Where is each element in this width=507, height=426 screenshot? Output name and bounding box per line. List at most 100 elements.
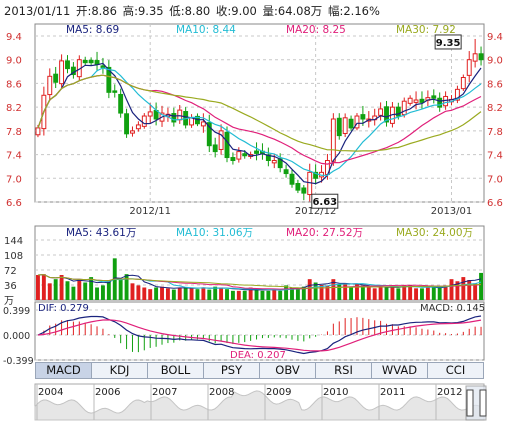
low-annotation-label: 6.63 bbox=[312, 197, 337, 208]
tab-wvad[interactable]: WVAD bbox=[372, 363, 428, 378]
macd-legend: MACD: 0.145 bbox=[420, 303, 485, 314]
volume-bar bbox=[83, 282, 88, 300]
overview-year-label: 2008 bbox=[209, 387, 234, 398]
date-tick-label: 2012/11 bbox=[129, 206, 171, 217]
candle-body bbox=[289, 173, 295, 185]
candle-body bbox=[124, 113, 130, 135]
volume-bar bbox=[260, 290, 265, 300]
candle-body bbox=[472, 53, 478, 62]
candle-body bbox=[230, 157, 236, 162]
tab-obv[interactable]: OBV bbox=[260, 363, 316, 378]
candle-body bbox=[437, 97, 443, 108]
date-tick-label: 2013/01 bbox=[431, 206, 473, 217]
macd-y-tick: -0.399 bbox=[3, 356, 34, 367]
candle-body bbox=[224, 131, 230, 159]
volume-bar bbox=[189, 287, 194, 300]
volume-bar bbox=[225, 289, 229, 300]
indicator-tabs: MACD KDJ BOLL PSY OBV RSI WVAD CCI bbox=[35, 362, 484, 379]
volume-bar bbox=[384, 287, 389, 300]
candle-body bbox=[360, 114, 366, 120]
overview-year-label: 2012 bbox=[437, 387, 462, 398]
ma20-price-legend: MA20: 8.25 bbox=[286, 24, 346, 36]
volume-bar bbox=[290, 287, 294, 300]
ma5-volume-legend: MA5: 43.61万 bbox=[66, 227, 136, 239]
dea-line bbox=[37, 319, 482, 352]
macd-y-tick: 0.000 bbox=[3, 331, 30, 342]
macd-panel-frame bbox=[34, 301, 485, 361]
volume-bar bbox=[171, 289, 176, 300]
candle-body bbox=[407, 97, 413, 104]
volume-bar bbox=[177, 287, 182, 300]
tab-kdj[interactable]: KDJ bbox=[92, 363, 148, 378]
volume-bar bbox=[100, 285, 105, 300]
candle-body bbox=[384, 106, 389, 123]
volume-bar bbox=[396, 288, 401, 300]
volume-bar bbox=[248, 287, 253, 300]
volume-bar bbox=[160, 286, 164, 300]
volume-bar bbox=[165, 288, 170, 300]
price-y-tick-left: 8.6 bbox=[6, 79, 22, 90]
candle-body bbox=[254, 150, 259, 154]
volume-bar bbox=[301, 286, 306, 300]
volume-bar bbox=[402, 285, 407, 300]
price-y-tick-right: 7.8 bbox=[487, 127, 503, 138]
overview-year-label: 2010 bbox=[323, 387, 348, 398]
candle-body bbox=[171, 113, 177, 123]
dif-legend: DIF: 0.279 bbox=[38, 303, 89, 314]
overview-year-label: 2007 bbox=[152, 387, 177, 398]
volume-y-tick: 144 bbox=[4, 236, 23, 247]
volume-bar bbox=[378, 287, 383, 300]
volume-y-tick: 72 bbox=[4, 266, 17, 277]
volume-bar bbox=[236, 290, 241, 300]
volume-bar bbox=[420, 288, 424, 300]
volume-bar bbox=[278, 290, 283, 300]
overview-area bbox=[34, 390, 485, 421]
ma30-price-line bbox=[37, 74, 482, 152]
candle-body bbox=[395, 106, 401, 117]
header-date: 2013/01/11 bbox=[4, 4, 71, 18]
candle-body bbox=[336, 117, 342, 137]
tab-psy[interactable]: PSY bbox=[204, 363, 260, 378]
tab-rsi[interactable]: RSI bbox=[316, 363, 372, 378]
volume-bar bbox=[59, 275, 64, 300]
price-y-tick-right: 8.6 bbox=[487, 79, 503, 90]
volume-bar bbox=[425, 287, 430, 300]
volume-bar bbox=[148, 289, 153, 300]
candle-body bbox=[265, 154, 271, 162]
candle-body bbox=[466, 59, 472, 76]
overview-year-label: 2011 bbox=[380, 387, 405, 398]
candle-body bbox=[206, 122, 212, 147]
candle-body bbox=[218, 130, 224, 150]
candle-body bbox=[141, 115, 147, 127]
ma20-volume-legend: MA20: 27.52万 bbox=[286, 227, 363, 239]
tab-boll[interactable]: BOLL bbox=[148, 363, 204, 378]
volume-bar bbox=[467, 280, 472, 300]
volume-bar bbox=[473, 283, 478, 300]
candle-body bbox=[53, 73, 59, 83]
header-amplitude: 幅:2.16% bbox=[327, 4, 380, 18]
tab-cci[interactable]: CCI bbox=[445, 363, 466, 377]
header-volume: 量:64.08万 bbox=[262, 4, 323, 18]
candle-body bbox=[460, 77, 466, 90]
candle-body bbox=[65, 60, 70, 70]
price-y-tick-left: 6.6 bbox=[6, 198, 22, 209]
volume-bar bbox=[130, 283, 135, 300]
header-low: 低:8.80 bbox=[169, 4, 211, 18]
high-annotation-box bbox=[434, 34, 462, 50]
candle-body bbox=[413, 99, 419, 103]
overview-year-label: 2004 bbox=[38, 387, 63, 398]
tab-macd[interactable]: MACD bbox=[36, 363, 92, 378]
price-y-tick-right: 7.0 bbox=[487, 174, 503, 185]
price-y-tick-right: 6.6 bbox=[487, 198, 503, 209]
price-y-tick-left: 9.0 bbox=[6, 56, 22, 67]
ma30-volume-legend: MA30: 24.00万 bbox=[396, 227, 473, 239]
header-close: 收:9.00 bbox=[215, 4, 257, 18]
volume-bar bbox=[183, 287, 188, 300]
overview-year-label: 2009 bbox=[266, 387, 291, 398]
volume-bar bbox=[213, 286, 218, 300]
candle-body bbox=[189, 117, 195, 126]
price-y-tick-left: 7.8 bbox=[6, 127, 22, 138]
volume-bar bbox=[331, 279, 336, 300]
